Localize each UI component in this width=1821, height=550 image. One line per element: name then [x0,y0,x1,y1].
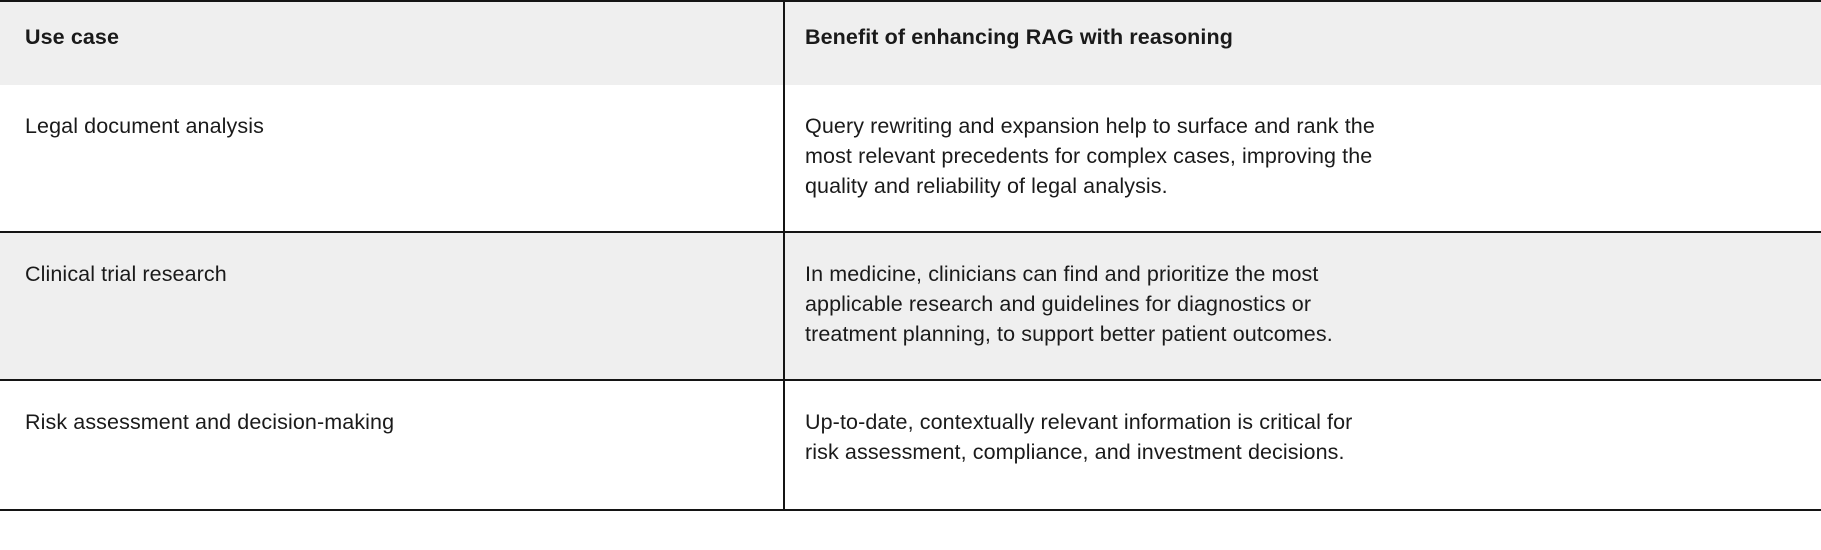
cell-benefit: In medicine, clinicians can find and pri… [783,232,1821,381]
column-header-use-case: Use case [0,1,784,85]
cell-benefit: Up-to-date, contextually relevant inform… [783,380,1821,510]
benefit-line: risk assessment, compliance, and investm… [805,440,1345,464]
cell-use-case: Clinical trial research [0,232,784,381]
cell-use-case: Legal document analysis [0,85,784,233]
benefit-line: quality and reliability of legal analysi… [805,174,1168,198]
use-case-text: Clinical trial research [25,262,227,286]
column-header-benefit: Benefit of enhancing RAG with reasoning [783,1,1821,85]
benefit-line: treatment planning, to support better pa… [805,322,1333,346]
use-case-benefit-table: Use case Benefit of enhancing RAG with r… [0,0,1821,511]
cell-benefit: Query rewriting and expansion help to su… [783,85,1821,233]
column-header-use-case-label: Use case [25,25,120,49]
benefit-line: Up-to-date, contextually relevant inform… [805,410,1353,434]
benefit-line: applicable research and guidelines for d… [805,292,1312,316]
benefit-text: Query rewriting and expansion help to su… [785,85,1821,231]
use-case-text: Risk assessment and decision-making [25,410,395,434]
cell-use-case: Risk assessment and decision-making [0,380,784,510]
column-header-benefit-label: Benefit of enhancing RAG with reasoning [805,25,1233,49]
benefit-line: In medicine, clinicians can find and pri… [805,262,1319,286]
benefit-text: In medicine, clinicians can find and pri… [785,233,1821,379]
benefit-text: Up-to-date, contextually relevant inform… [785,381,1821,497]
table-row: Legal document analysis Query rewriting … [0,85,1821,233]
table-row: Risk assessment and decision-making Up-t… [0,380,1821,510]
benefit-line: Query rewriting and expansion help to su… [805,114,1375,138]
table-header-row: Use case Benefit of enhancing RAG with r… [0,1,1821,85]
use-case-text: Legal document analysis [25,114,264,138]
table-row: Clinical trial research In medicine, cli… [0,232,1821,381]
benefit-line: most relevant precedents for complex cas… [805,144,1373,168]
